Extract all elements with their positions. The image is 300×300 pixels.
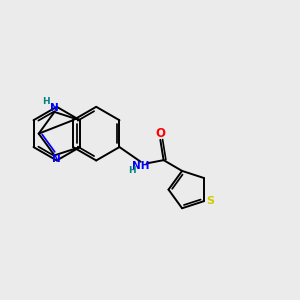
Text: S: S <box>206 196 214 206</box>
Text: H: H <box>128 167 135 176</box>
Text: N: N <box>52 154 61 164</box>
Text: O: O <box>155 128 165 140</box>
Text: NH: NH <box>132 161 149 171</box>
Text: H: H <box>43 97 50 106</box>
Text: N: N <box>50 103 59 113</box>
